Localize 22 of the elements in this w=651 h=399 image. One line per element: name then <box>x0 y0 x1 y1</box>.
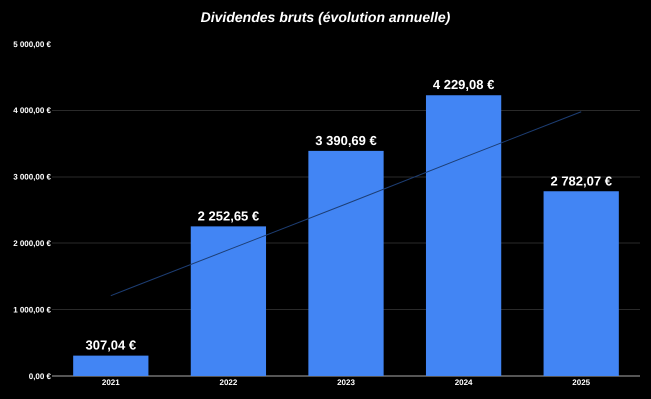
data-label: 3 390,69 € <box>315 132 377 148</box>
chart-title: Dividendes bruts (évolution annuelle) <box>200 8 451 25</box>
data-label: 307,04 € <box>85 338 136 353</box>
x-tick-label: 2023 <box>337 378 356 387</box>
bar <box>544 191 619 376</box>
data-label: 2 782,07 € <box>550 173 612 188</box>
x-tick-label: 2025 <box>572 378 591 387</box>
x-tick-label: 2022 <box>220 378 238 387</box>
bar <box>308 150 384 376</box>
y-tick-label: 0,00 € <box>28 372 52 381</box>
x-tick-label: 2021 <box>102 378 120 387</box>
y-tick-label: 2 000,00 € <box>13 239 52 248</box>
y-tick-label: 1 000,00 € <box>13 305 52 314</box>
data-label: 4 229,08 € <box>432 77 494 92</box>
bar <box>73 356 148 376</box>
bar <box>426 95 502 376</box>
data-label: 2 252,65 € <box>198 208 260 224</box>
x-tick-label: 2024 <box>454 378 474 387</box>
y-tick-label: 5 000,00 € <box>13 40 52 49</box>
bar <box>190 226 266 376</box>
y-tick-label: 3 000,00 € <box>13 172 52 182</box>
y-tick-label: 4 000,00 € <box>13 106 52 116</box>
